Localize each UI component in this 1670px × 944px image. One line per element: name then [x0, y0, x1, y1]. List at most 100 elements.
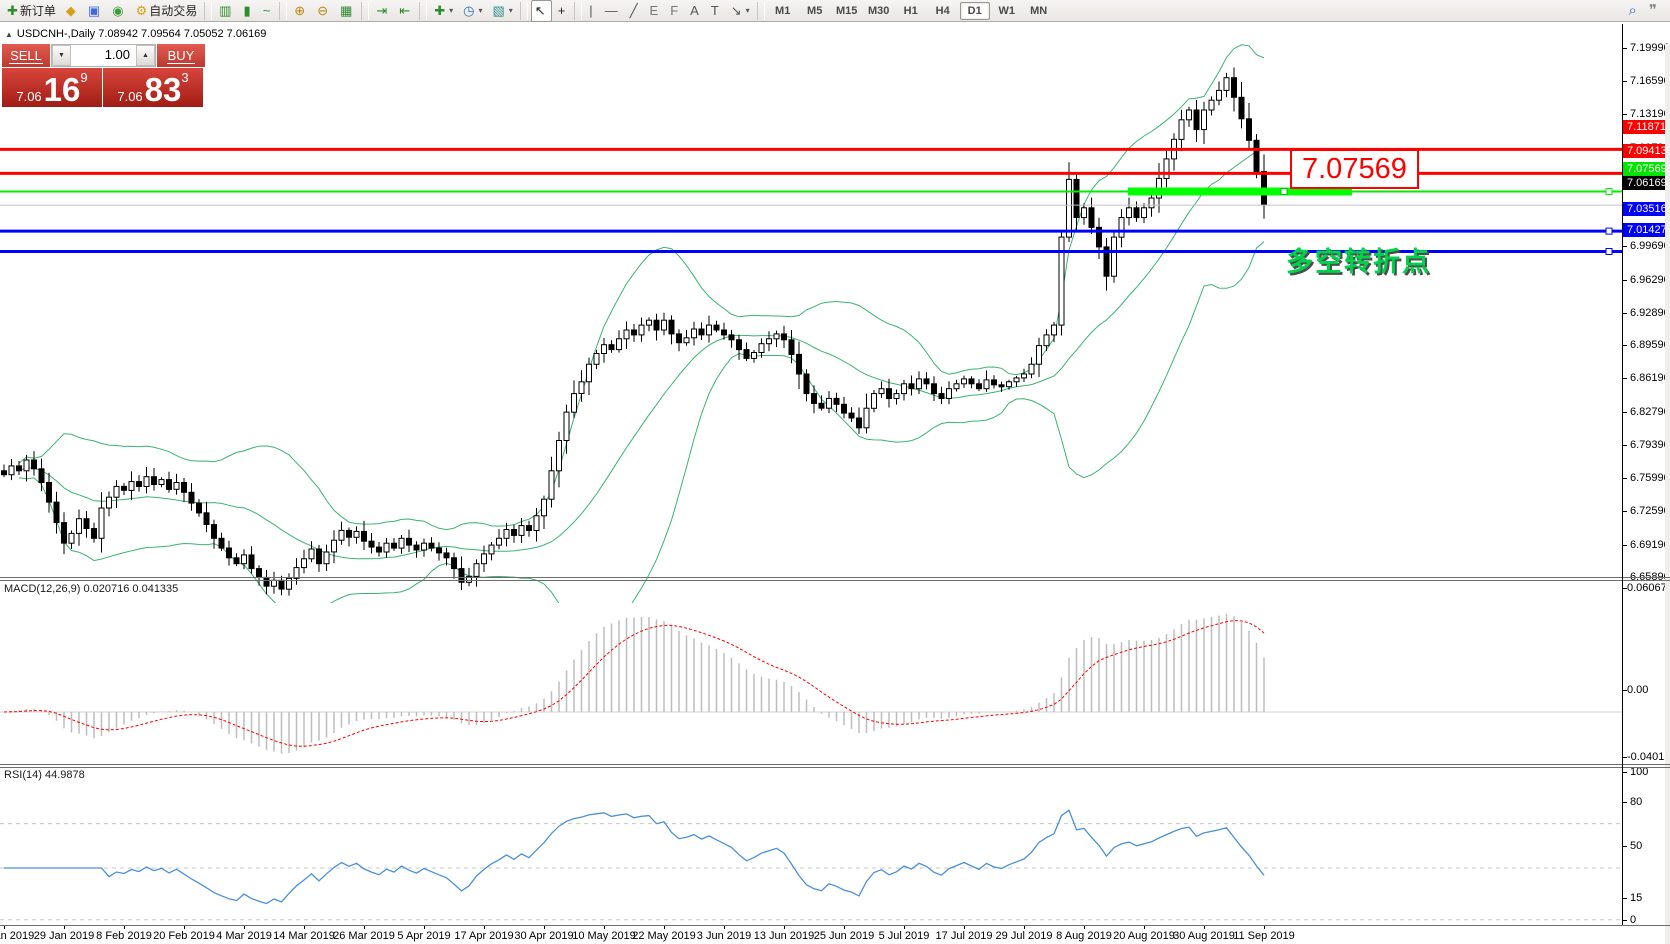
date-tick-mark [484, 926, 485, 929]
timeframe-h4[interactable]: H4 [935, 4, 950, 17]
fibonacci-button[interactable]: F [666, 0, 684, 22]
date-label: 29 Jul 2019 [995, 930, 1053, 942]
data-window-icon[interactable]: ▣ [84, 0, 106, 22]
text-button[interactable]: A [686, 0, 705, 22]
volume-value[interactable]: 1.00 [104, 47, 130, 62]
volume-decrease-button[interactable]: ▼ [52, 45, 71, 66]
tile-windows-button[interactable]: ▦ [336, 0, 358, 22]
timeframe-h1[interactable]: H1 [903, 4, 918, 17]
line-handle-icon[interactable] [1605, 227, 1613, 235]
sell-price-sup: 9 [80, 70, 88, 85]
navigator-icon[interactable]: ◉ [108, 0, 129, 22]
periods-button[interactable]: ◷ ▾ [459, 0, 486, 22]
price-tick-label: 6.89590 [1630, 339, 1670, 352]
rsi-tick-label: 100 [1630, 766, 1649, 778]
auto-scroll-button[interactable]: ⇥ [372, 0, 393, 22]
main-chart-canvas[interactable] [0, 22, 1670, 603]
rsi-tick-mark [1622, 846, 1627, 847]
pane-separator[interactable] [0, 580, 1670, 581]
price-badge-resistance-2: 7.09413 [1623, 144, 1668, 159]
macd-tick-mark [1622, 690, 1627, 691]
date-tick-mark [664, 926, 665, 929]
chevron-down-icon: ▾ [478, 6, 483, 15]
timeframe-d1[interactable]: D1 [959, 1, 990, 20]
pane-separator[interactable] [0, 764, 1670, 765]
fibonacci-icon: F [670, 3, 679, 18]
line-handle-icon[interactable] [1605, 248, 1613, 255]
volume-stepper[interactable]: ▼ 1.00 ▲ [51, 44, 156, 67]
date-label: 20 Aug 2019 [1113, 930, 1175, 942]
price-callout-box[interactable]: 7.07569 [1290, 149, 1419, 190]
timeframe-mn[interactable]: MN [1030, 4, 1048, 17]
macd-label: MACD(12,26,9) 0.020716 0.041335 [4, 583, 179, 595]
price-tick-mark [1622, 411, 1627, 413]
price-tick-label: 6.75990 [1630, 472, 1670, 485]
arrows-button[interactable]: ↘ ▾ [727, 0, 754, 22]
price-badge-resistance-1: 7.11871 [1623, 120, 1668, 135]
new-order-button[interactable]: ✚ 新订单 [3, 0, 60, 22]
price-tick-label: 7.13190 [1630, 108, 1670, 121]
price-tick-label: 6.92890 [1630, 306, 1670, 319]
toolbar-separator [419, 1, 428, 20]
templates-button[interactable]: ▧ ▾ [488, 0, 516, 22]
vertical-line-button[interactable]: | [585, 0, 598, 22]
zoom-in-button[interactable]: ⊕ [290, 0, 311, 22]
pane-separator[interactable] [0, 767, 1670, 768]
crosshair-button[interactable]: + [554, 0, 572, 22]
bar-chart-button[interactable]: ▥ [215, 0, 237, 22]
rsi-line [4, 809, 1265, 905]
date-tick-mark [964, 926, 965, 929]
text-label-button[interactable]: T [707, 0, 725, 22]
sell-price-box[interactable]: 7.06 16 9 [2, 68, 102, 107]
rsi-canvas[interactable] [0, 788, 1670, 944]
timeframe-m30[interactable]: M30 [867, 4, 890, 17]
date-label: 5 Jul 2019 [878, 930, 930, 942]
line-handle-icon[interactable] [1605, 188, 1613, 195]
chart-shift-button[interactable]: ⇤ [395, 0, 416, 22]
macd-tick-label: 0.00 [1627, 684, 1649, 696]
chart-window[interactable]: ▲ USDCNH-,Daily 7.08942 7.09564 7.05052 7… [0, 22, 1670, 944]
date-tick-mark [1084, 926, 1085, 929]
timeframe-m1[interactable]: M1 [775, 4, 791, 17]
zoom-out-button[interactable]: ⊖ [313, 0, 334, 22]
line-chart-button[interactable]: ~ [259, 0, 277, 22]
annotation-text[interactable]: 多空转折点 [1286, 247, 1431, 277]
price-tick-label: 6.72590 [1630, 505, 1670, 518]
candlestick-series [1, 67, 1267, 596]
callout-anchor-icon[interactable] [1280, 188, 1288, 195]
candlestick-icon: ▮ [243, 3, 251, 18]
pane-separator[interactable] [0, 577, 1670, 578]
horizontal-line-icon: — [604, 3, 618, 18]
buy-button[interactable]: BUY [157, 44, 205, 67]
timeframe-m15[interactable]: M15 [835, 4, 858, 17]
date-label: 11 Sep 2019 [1233, 930, 1295, 942]
indicators-button[interactable]: ✚ ▾ [430, 0, 457, 22]
horizontal-line-button[interactable]: — [601, 0, 624, 22]
volume-increase-button[interactable]: ▲ [136, 45, 155, 66]
cursor-button[interactable]: ↖ [530, 0, 552, 22]
text-label-icon: T [710, 3, 719, 18]
search-icon[interactable]: ⌕ [1625, 0, 1643, 22]
date-tick-mark [1204, 926, 1205, 929]
buy-price-box[interactable]: 7.06 83 3 [103, 68, 203, 107]
trendline-button[interactable]: ╱ [626, 0, 644, 22]
pane-separator[interactable] [0, 925, 1670, 926]
date-label: 4 Mar 2019 [216, 930, 272, 942]
data-window-icon-icon: ▣ [87, 3, 101, 18]
chat-icon[interactable]: ❞ [1645, 0, 1663, 22]
sell-button[interactable]: SELL [2, 44, 50, 67]
autotrading-button[interactable]: ⚙ 自动交易 [132, 0, 202, 22]
one-click-collapse-icon[interactable]: ▲ [5, 30, 13, 39]
price-tick-label: 6.69190 [1630, 538, 1670, 551]
date-tick-mark [844, 926, 845, 929]
marketwatch-icon[interactable]: ◆ [62, 0, 82, 22]
macd-canvas[interactable] [0, 603, 1670, 785]
candlestick-button[interactable]: ▮ [240, 0, 257, 22]
price-tick-mark [1622, 48, 1627, 49]
indicators-icon: ✚ [434, 3, 446, 18]
timeframe-m5[interactable]: M5 [807, 4, 823, 17]
equidistant-channel-button[interactable]: E [646, 0, 665, 22]
price-tick-mark [1622, 345, 1627, 347]
macd-histogram [10, 613, 1265, 754]
timeframe-w1[interactable]: W1 [998, 4, 1015, 17]
